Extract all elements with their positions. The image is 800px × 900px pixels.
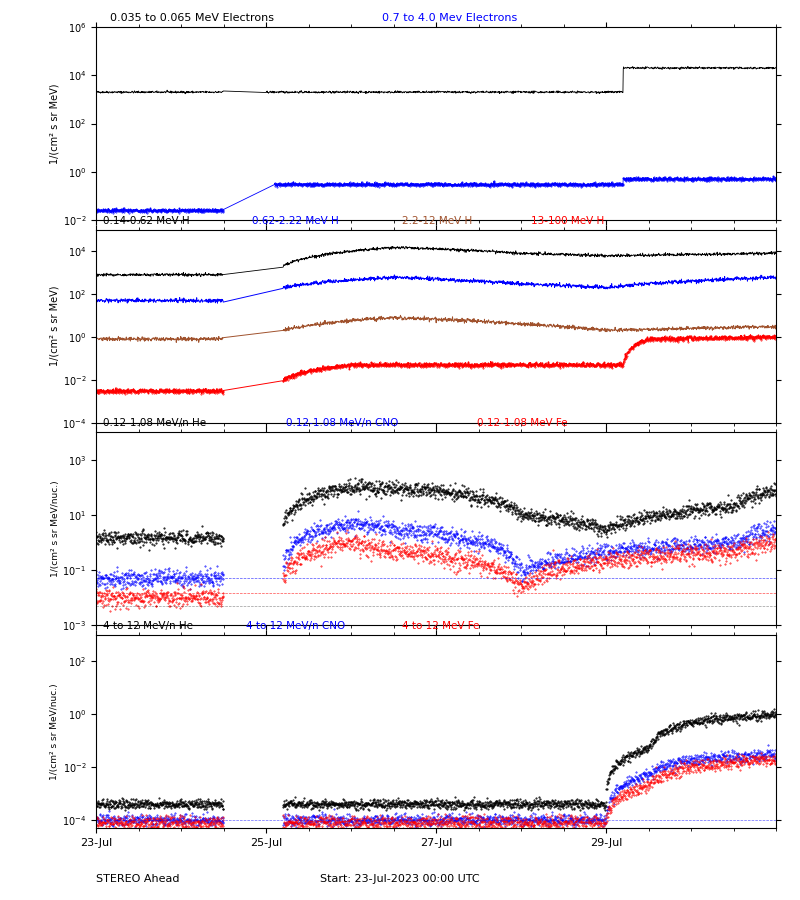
Y-axis label: 1/(cm² s sr MeV): 1/(cm² s sr MeV)	[50, 286, 59, 366]
Text: 4 to 12 MeV/n He: 4 to 12 MeV/n He	[102, 621, 193, 631]
Text: 0.12-1.08 MeV/n He: 0.12-1.08 MeV/n He	[102, 418, 206, 428]
Text: 4 to 12 MeV/n CNO: 4 to 12 MeV/n CNO	[246, 621, 345, 631]
Text: 0.12-1.08 MeV/n CNO: 0.12-1.08 MeV/n CNO	[286, 418, 398, 428]
Text: 13-100 MeV H: 13-100 MeV H	[531, 216, 605, 226]
Text: 0.62-2.22 MeV H: 0.62-2.22 MeV H	[253, 216, 339, 226]
Y-axis label: 1/(cm² s sr MeV/nuc.): 1/(cm² s sr MeV/nuc.)	[50, 481, 59, 577]
Text: 0.7 to 4.0 Mev Electrons: 0.7 to 4.0 Mev Electrons	[382, 14, 517, 23]
Text: 0.035 to 0.065 MeV Electrons: 0.035 to 0.065 MeV Electrons	[110, 14, 274, 23]
Y-axis label: 1/(cm² s sr MeV): 1/(cm² s sr MeV)	[50, 84, 60, 164]
Text: 4 to 12 MeV Fe: 4 to 12 MeV Fe	[402, 621, 479, 631]
Text: 2.2-12 MeV H: 2.2-12 MeV H	[402, 216, 472, 226]
Text: STEREO Ahead: STEREO Ahead	[96, 874, 179, 884]
Text: Start: 23-Jul-2023 00:00 UTC: Start: 23-Jul-2023 00:00 UTC	[320, 874, 480, 884]
Y-axis label: 1/(cm² s sr MeV/nuc.): 1/(cm² s sr MeV/nuc.)	[50, 683, 59, 779]
Text: 0.14-0.62 MeV H: 0.14-0.62 MeV H	[102, 216, 190, 226]
Text: 0.12-1.08 MeV Fe: 0.12-1.08 MeV Fe	[477, 418, 567, 428]
